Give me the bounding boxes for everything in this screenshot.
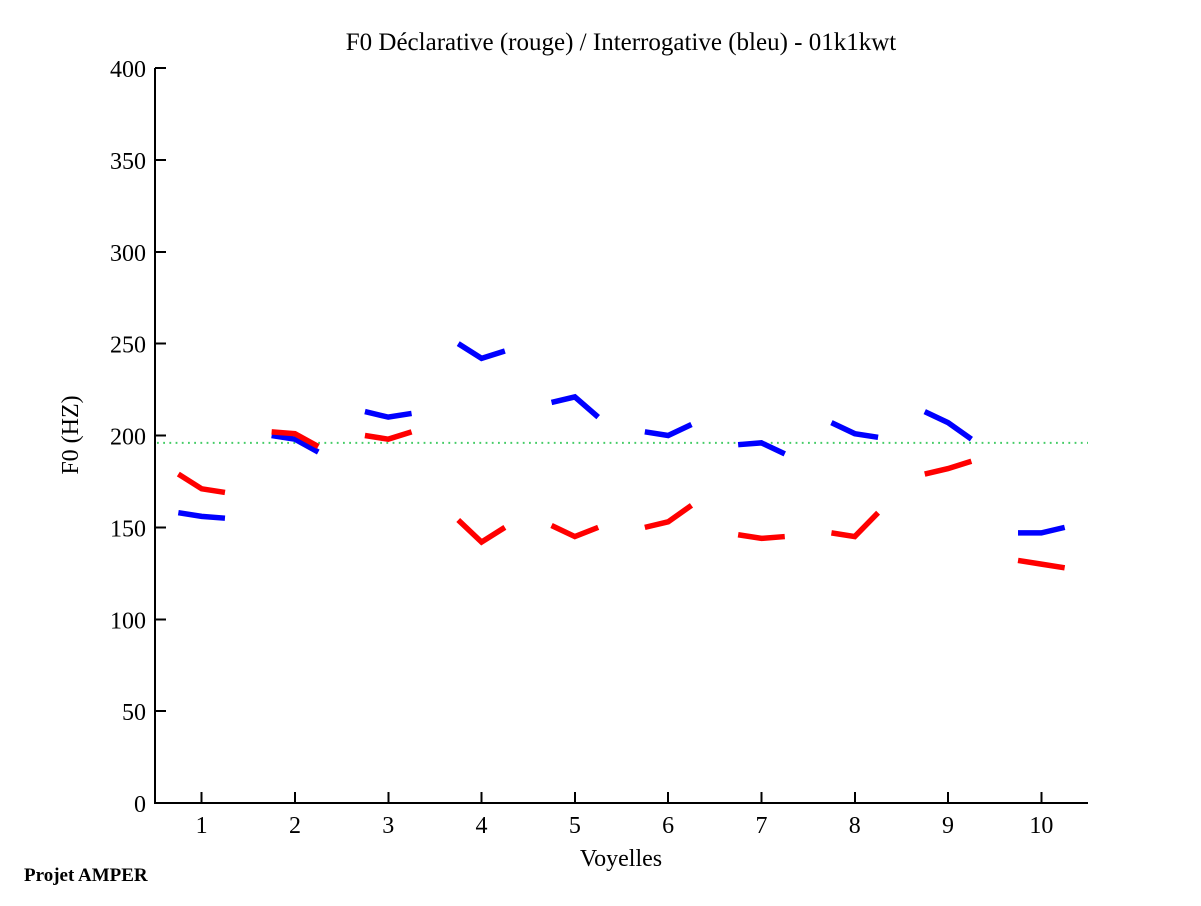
series-segment-interrogative: [1018, 524, 1066, 536]
series-segment-déclarative: [550, 523, 600, 540]
y-tick-label: 400: [110, 57, 146, 83]
x-tick-label: 4: [476, 813, 488, 839]
series-segment-déclarative: [176, 471, 226, 496]
series-segment-déclarative: [737, 532, 785, 542]
series-segment-déclarative: [644, 503, 694, 531]
series-segment-interrogative: [456, 341, 506, 362]
series-segment-interrogative: [737, 440, 786, 457]
series-segment-interrogative: [644, 421, 693, 439]
y-tick-label: 200: [110, 425, 146, 451]
x-tick-label: 5: [569, 813, 581, 839]
series-segment-interrogative: [550, 393, 600, 420]
series-segment-déclarative: [364, 429, 413, 442]
series-segment-déclarative: [830, 510, 881, 540]
series-segment-déclarative: [924, 458, 973, 477]
series-segment-interrogative: [364, 408, 413, 420]
series-segment-interrogative: [271, 432, 320, 455]
y-tick-label: 50: [122, 700, 146, 726]
y-tick-label: 350: [110, 149, 146, 175]
y-tick-label: 250: [110, 333, 146, 359]
x-tick-label: 6: [662, 813, 674, 839]
x-tick-label: 1: [196, 813, 208, 839]
x-tick-label: 3: [382, 813, 394, 839]
y-tick-label: 300: [110, 241, 146, 267]
y-tick-label: 100: [110, 608, 146, 634]
y-tick-label: 150: [110, 516, 146, 542]
series-segment-interrogative: [923, 409, 973, 442]
x-tick-label: 2: [289, 813, 301, 839]
y-tick-label: 0: [134, 792, 146, 818]
series-segment-interrogative: [177, 509, 226, 521]
series-segment-déclarative: [271, 429, 320, 449]
x-tick-label: 9: [942, 813, 954, 839]
project-credit: Projet AMPER: [24, 865, 148, 886]
chart-title: F0 Déclarative (rouge) / Interrogative (…: [346, 29, 897, 56]
x-tick-label: 7: [755, 813, 767, 839]
series-segment-déclarative: [1017, 557, 1066, 571]
y-axis-label: F0 (HZ): [58, 395, 84, 474]
x-tick-label: 8: [849, 813, 861, 839]
series-segment-interrogative: [830, 420, 879, 441]
series-segment-déclarative: [456, 518, 507, 546]
x-axis-label: Voyelles: [580, 846, 662, 872]
x-tick-label: 10: [1029, 813, 1053, 839]
